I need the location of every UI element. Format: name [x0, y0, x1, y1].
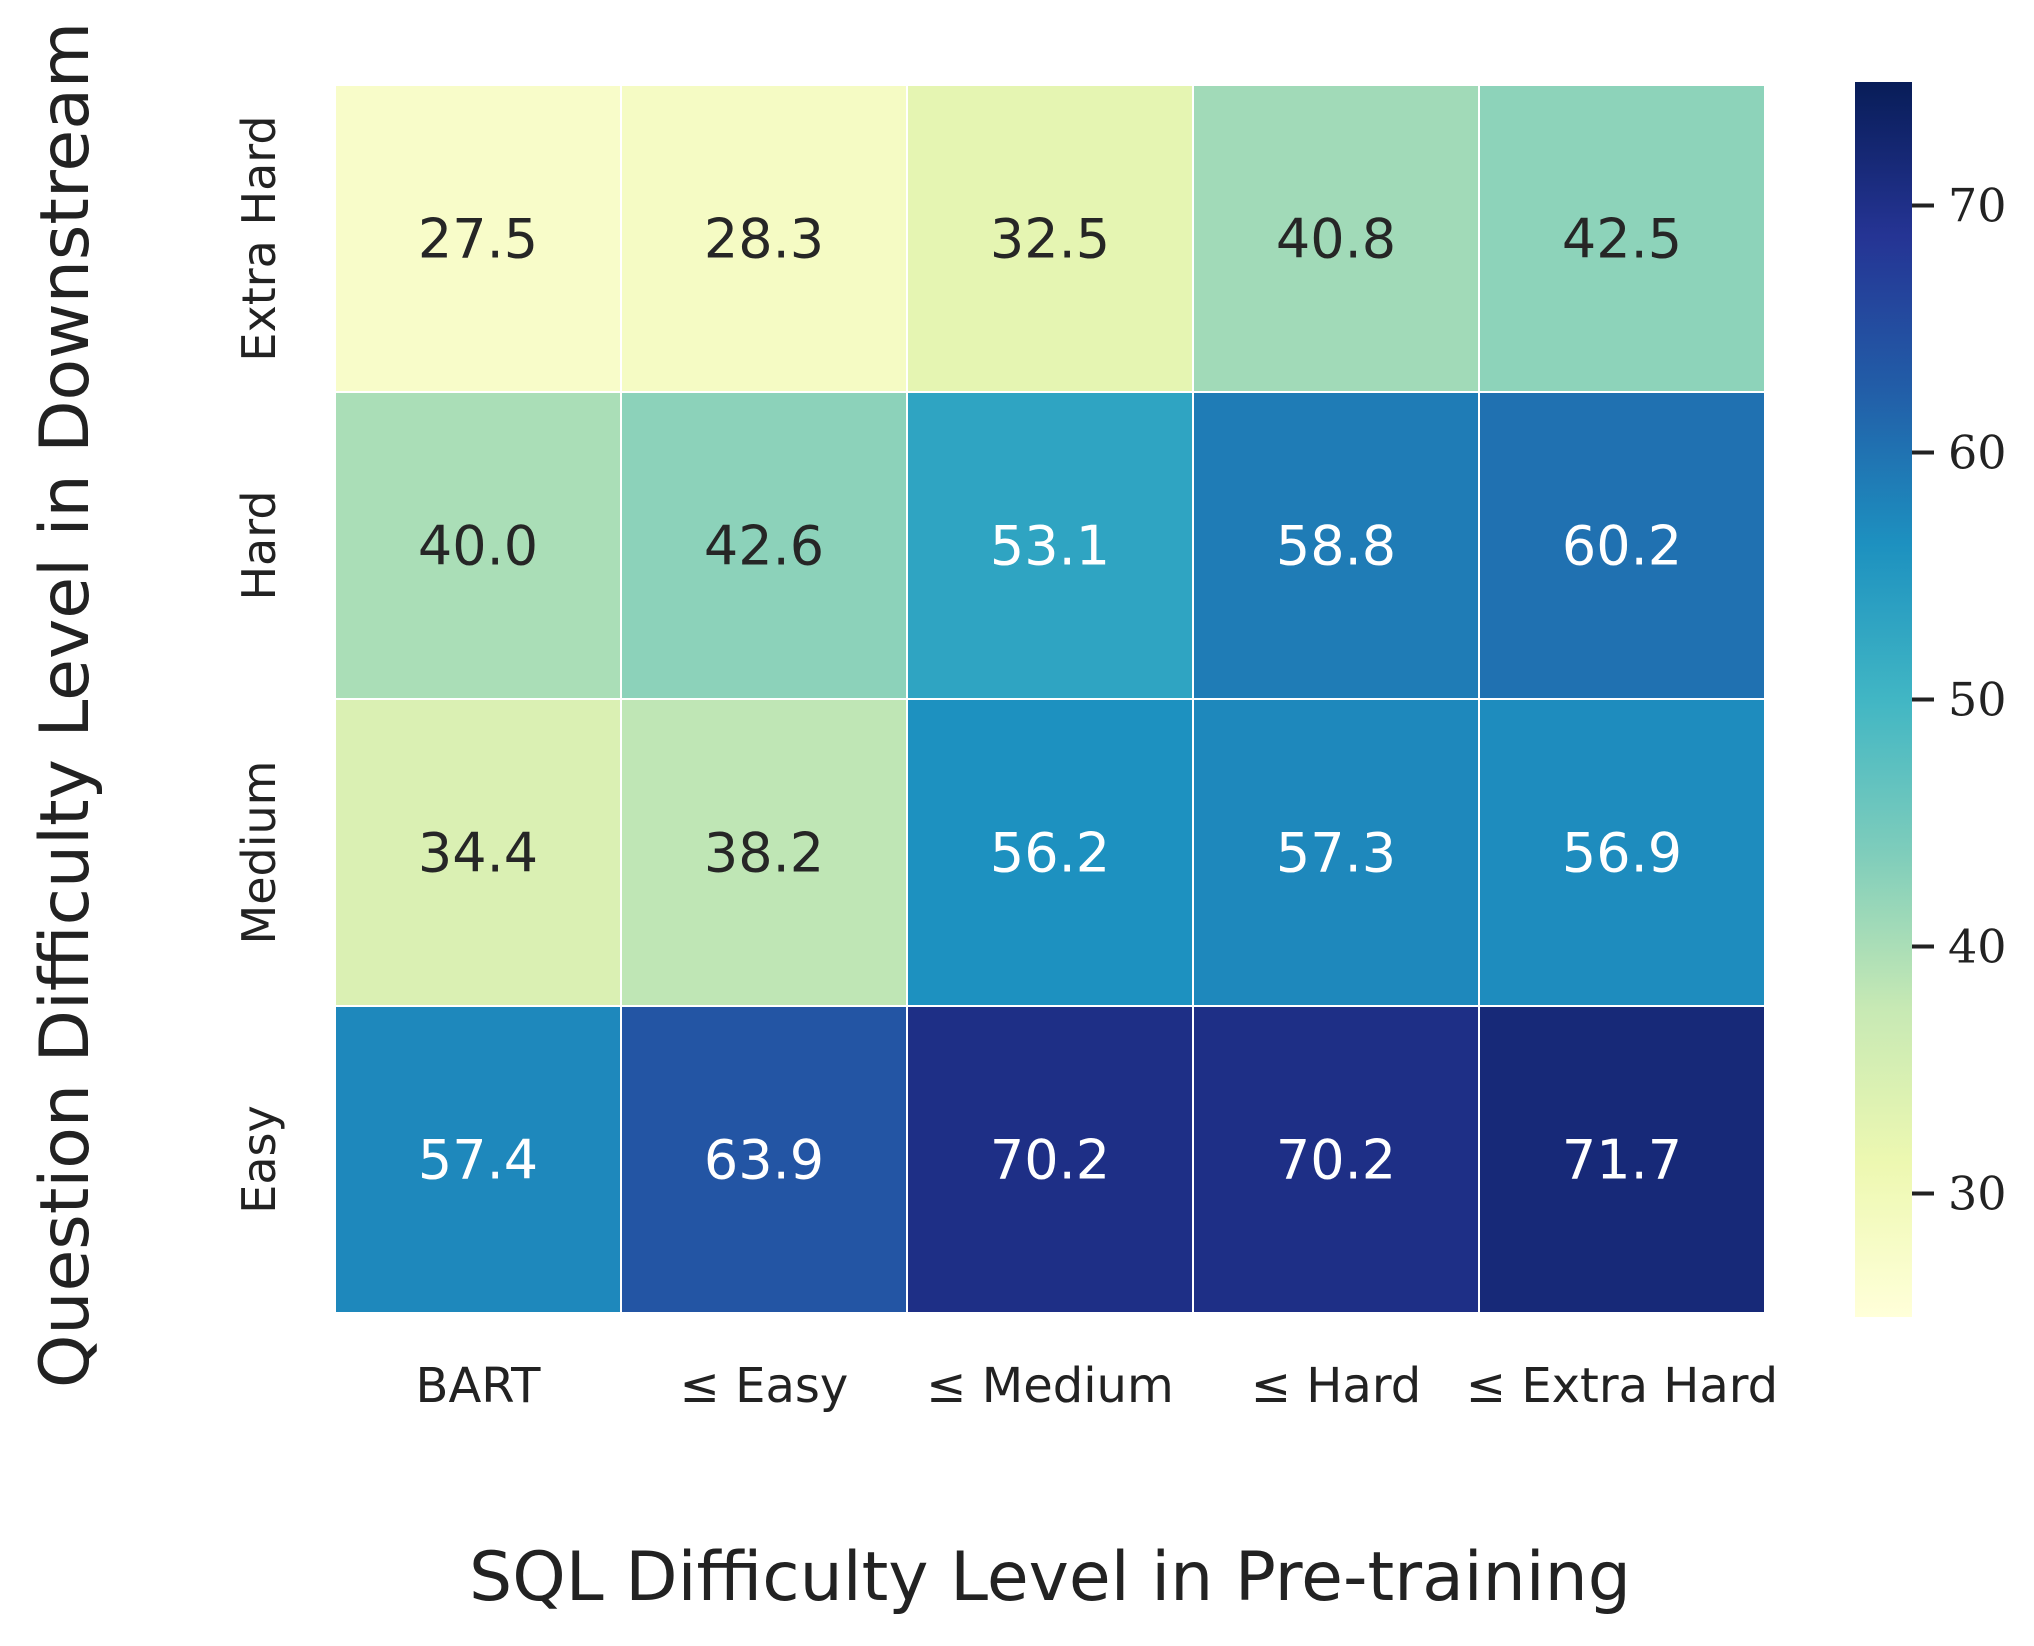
cell-value-label: 70.2: [990, 1129, 1110, 1192]
cell-value-label: 58.8: [1276, 515, 1396, 578]
heatmap-cell: [620, 391, 908, 700]
cell-value-label: 56.9: [1562, 822, 1682, 885]
heatmap-cell: [1192, 698, 1480, 1007]
colorbar-gradient: [1855, 82, 1912, 1317]
x-axis-label: SQL Difficulty Level in Pre-training: [469, 1538, 1631, 1617]
heatmap-cell: [334, 1005, 622, 1314]
y-tick-label: Hard: [232, 490, 286, 600]
heatmap-cell: [334, 84, 622, 393]
heatmap-cell: [1478, 1005, 1766, 1314]
heatmap-cell: [1478, 84, 1766, 393]
heatmap-cell: [1478, 698, 1766, 1007]
heatmap-cell: [620, 84, 908, 393]
heatmap-cell: [620, 698, 908, 1007]
x-tick-label: ≤ Medium: [926, 1358, 1173, 1414]
cell-value-label: 40.8: [1276, 208, 1396, 271]
heatmap-cell: [906, 84, 1194, 393]
cell-value-label: 60.2: [1562, 515, 1682, 578]
cell-value-label: 27.5: [418, 208, 538, 271]
heatmap-cell: [334, 391, 622, 700]
cell-value-label: 32.5: [990, 208, 1110, 271]
heatmap-cell: [1478, 391, 1766, 700]
heatmap-cell: [906, 391, 1194, 700]
cell-value-label: 56.2: [990, 822, 1110, 885]
cell-value-label: 71.7: [1562, 1129, 1682, 1192]
heatmap-cell: [1192, 84, 1480, 393]
y-axis-label: Question Difficulty Level in Downstream: [26, 22, 105, 1388]
cell-value-label: 57.4: [418, 1129, 538, 1192]
y-tick-label: Easy: [232, 1105, 286, 1213]
y-tick-label: Extra Hard: [232, 115, 286, 361]
cell-value-label: 42.6: [704, 515, 824, 578]
colorbar-tick-label: 60: [1948, 426, 2007, 480]
heatmap-cell: [620, 1005, 908, 1314]
colorbar-tick-label: 30: [1948, 1167, 2007, 1221]
x-tick-label: ≤ Extra Hard: [1466, 1358, 1778, 1414]
cell-value-label: 34.4: [418, 822, 538, 885]
colorbar-ticks: 30 40 50 60 70: [1912, 179, 2007, 1221]
heatmap-cell: [906, 698, 1194, 1007]
cell-value-label: 63.9: [704, 1129, 824, 1192]
cell-value-label: 38.2: [704, 822, 824, 885]
colorbar: 30 40 50 60 70: [1855, 82, 2007, 1317]
y-axis-ticks: Extra Hard Hard Medium Easy: [232, 115, 286, 1213]
colorbar-tick-label: 40: [1948, 920, 2007, 974]
x-tick-label: ≤ Hard: [1251, 1358, 1421, 1414]
heatmap-cell: [1192, 1005, 1480, 1314]
x-tick-label: ≤ Easy: [680, 1358, 849, 1414]
cell-value-label: 53.1: [990, 515, 1110, 578]
colorbar-tick-label: 70: [1948, 179, 2007, 233]
colorbar-tick-label: 50: [1948, 673, 2007, 727]
cell-value-label: 57.3: [1276, 822, 1396, 885]
cell-value-label: 40.0: [418, 515, 538, 578]
heatmap-cell-labels: 27.5 28.3 32.5 40.8 42.5 40.0 42.6 53.1 58.8 60.2…: [418, 208, 1682, 1192]
heatmap-cells: [334, 84, 1766, 1314]
heatmap-cell: [906, 1005, 1194, 1314]
cell-value-label: 42.5: [1562, 208, 1682, 271]
y-tick-label: Medium: [232, 761, 286, 945]
x-axis-ticks: BART ≤ Easy ≤ Medium ≤ Hard ≤ Extra Hard: [416, 1358, 1779, 1414]
cell-value-label: 28.3: [704, 208, 824, 271]
x-tick-label: BART: [416, 1358, 542, 1414]
cell-value-label: 70.2: [1276, 1129, 1396, 1192]
